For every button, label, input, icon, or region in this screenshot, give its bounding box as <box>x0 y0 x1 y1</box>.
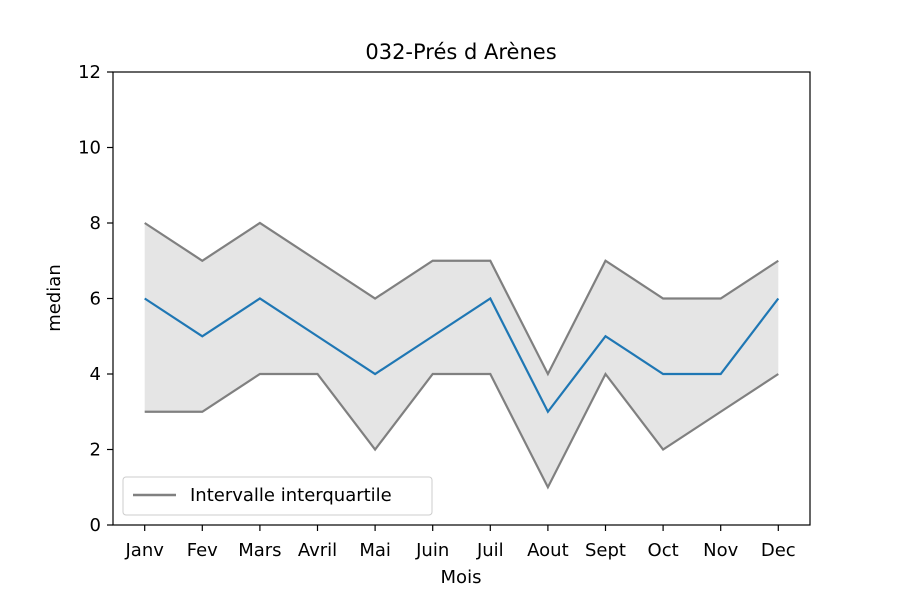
series-layer <box>144 221 780 490</box>
chart-title: 032-Prés d Arènes <box>365 40 556 64</box>
x-axis: Janv Fev Mars Avril Mai Juin Juil Aout Sept Oct No… <box>124 525 796 561</box>
x-tick-label: Juin <box>415 540 449 561</box>
legend-label: Intervalle interquartile <box>190 485 392 506</box>
y-tick-label: 0 <box>90 515 101 536</box>
x-tick-label: Mai <box>359 540 391 561</box>
y-tick-label: 12 <box>78 62 101 83</box>
iqr-band <box>144 223 779 488</box>
y-tick-label: 4 <box>90 364 101 385</box>
x-tick-label: Sept <box>585 540 626 561</box>
x-tick-label: Dec <box>761 540 796 561</box>
y-axis-label: median <box>44 264 65 331</box>
lower-quartile-line <box>144 371 779 490</box>
x-tick-label: Fev <box>187 540 218 561</box>
x-tick-label: Nov <box>703 540 738 561</box>
y-tick-label: 2 <box>90 440 101 461</box>
legend-box <box>122 476 433 516</box>
x-axis-label: Mois <box>441 567 482 588</box>
y-tick-label: 10 <box>78 138 101 159</box>
legend: Intervalle interquartile <box>122 476 433 516</box>
upper-quartile-line <box>144 221 779 377</box>
x-tick-label: Oct <box>648 540 679 561</box>
y-tick-label: 6 <box>90 289 101 310</box>
x-tick-label: Avril <box>298 540 337 561</box>
median-line <box>144 296 780 414</box>
iqr-band-layer <box>144 223 779 488</box>
x-tick-label: Aout <box>527 540 568 561</box>
x-tick-label: Janv <box>124 540 164 561</box>
y-tick-label: 8 <box>90 213 101 234</box>
x-tick-label: Juil <box>476 540 504 561</box>
y-axis: 0 2 4 6 8 10 12 <box>78 62 113 536</box>
x-tick-label: Mars <box>238 540 281 561</box>
